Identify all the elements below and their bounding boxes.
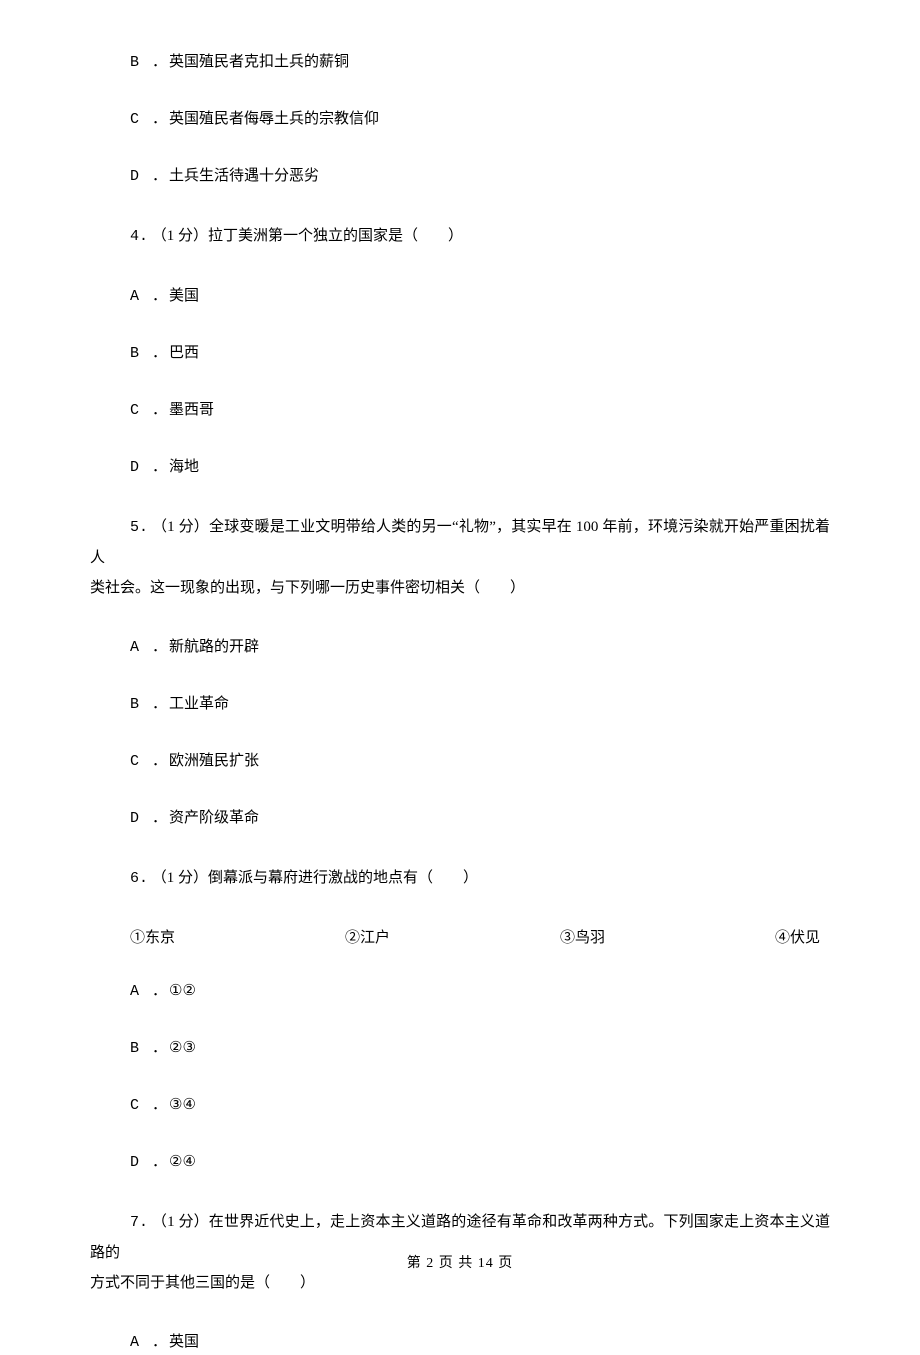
option-text: 工业革命 [169, 696, 229, 712]
circled-3: ③鸟羽 [560, 926, 605, 947]
document-page: B ．英国殖民者克扣土兵的薪铜 C ．英国殖民者侮辱土兵的宗教信仰 D ．土兵生… [0, 0, 920, 1302]
option-text: 英国殖民者克扣土兵的薪铜 [169, 54, 349, 70]
option-letter: C ． [130, 402, 169, 419]
circled-2: ②江户 [345, 926, 390, 947]
option-letter: A ． [130, 1334, 169, 1351]
question-points: （1 分） [152, 870, 208, 886]
option-text: 美国 [169, 288, 199, 304]
option-letter: C ． [130, 1097, 169, 1114]
option-b: B ．工业革命 [90, 692, 830, 717]
option-d: D ．海地 [90, 455, 830, 480]
option-text: ①② [169, 983, 196, 999]
option-d: D ．资产阶级革命 [90, 806, 830, 831]
option-text: 英国殖民者侮辱土兵的宗教信仰 [169, 111, 379, 127]
option-b: B ．②③ [90, 1036, 830, 1061]
option-letter: B ． [130, 54, 169, 71]
option-letter: D ． [130, 810, 169, 827]
option-text: ③④ [169, 1097, 196, 1113]
circled-1: ①东京 [130, 926, 175, 947]
option-c: C ．墨西哥 [90, 398, 830, 423]
option-c: C ．③④ [90, 1093, 830, 1118]
question-points: （1 分） [152, 228, 208, 244]
option-b: B ．英国殖民者克扣土兵的薪铜 [90, 50, 830, 75]
option-letter: D ． [130, 1154, 169, 1171]
option-text: 土兵生活待遇十分恶劣 [169, 168, 319, 184]
option-letter: C ． [130, 111, 169, 128]
option-letter: B ． [130, 1040, 169, 1057]
question-number: 4. [130, 228, 148, 245]
option-text: 巴西 [169, 345, 199, 361]
option-text: 墨西哥 [169, 402, 214, 418]
option-d: D ．土兵生活待遇十分恶劣 [90, 164, 830, 189]
circled-4: ④伏见 [775, 926, 820, 947]
question-5: 5. （1 分）全球变暖是工业文明带给人类的另一“礼物”，其实早在 100 年前… [90, 512, 830, 603]
page-number: 第 2 页 共 14 页 [407, 1256, 514, 1271]
option-text: 新航路的开辟 [169, 639, 259, 655]
page-footer: 第 2 页 共 14 页 [0, 1252, 920, 1272]
option-b: B ．巴西 [90, 341, 830, 366]
option-letter: B ． [130, 696, 169, 713]
option-a: A ．美国 [90, 284, 830, 309]
option-text: ②④ [169, 1154, 196, 1170]
question-4: 4. （1 分）拉丁美洲第一个独立的国家是（ ） [90, 221, 830, 252]
question-points: （1 分） [152, 1214, 209, 1230]
option-text: 英国 [169, 1334, 199, 1350]
question-text: 拉丁美洲第一个独立的国家是（ ） [208, 228, 463, 244]
question-text: 倒幕派与幕府进行激战的地点有（ ） [208, 870, 478, 886]
option-text: ②③ [169, 1040, 196, 1056]
option-letter: D ． [130, 168, 169, 185]
question-number: 6. [130, 870, 148, 887]
option-letter: A ． [130, 288, 169, 305]
option-a: A ．①② [90, 979, 830, 1004]
option-letter: B ． [130, 345, 169, 362]
question-number: 7. [130, 1214, 148, 1231]
option-d: D ．②④ [90, 1150, 830, 1175]
option-a: A ．新航路的开辟 [90, 635, 830, 660]
option-c: C ．欧洲殖民扩张 [90, 749, 830, 774]
option-letter: D ． [130, 459, 169, 476]
option-text: 欧洲殖民扩张 [169, 753, 259, 769]
question-text-line2: 类社会。这一现象的出现，与下列哪一历史事件密切相关（ ） [90, 580, 525, 596]
question-text-line2: 方式不同于其他三国的是（ ） [90, 1275, 315, 1291]
option-text: 海地 [169, 459, 199, 475]
question-6: 6. （1 分）倒幕派与幕府进行激战的地点有（ ） [90, 863, 830, 894]
option-text: 资产阶级革命 [169, 810, 259, 826]
option-letter: A ． [130, 983, 169, 1000]
option-letter: C ． [130, 753, 169, 770]
option-a: A ．英国 [90, 1330, 830, 1355]
question-points: （1 分） [152, 519, 209, 535]
option-letter: A ． [130, 639, 169, 656]
option-c: C ．英国殖民者侮辱土兵的宗教信仰 [90, 107, 830, 132]
question-6-choices-row: ①东京 ②江户 ③鸟羽 ④伏见 [90, 926, 830, 947]
question-number: 5. [130, 519, 148, 536]
